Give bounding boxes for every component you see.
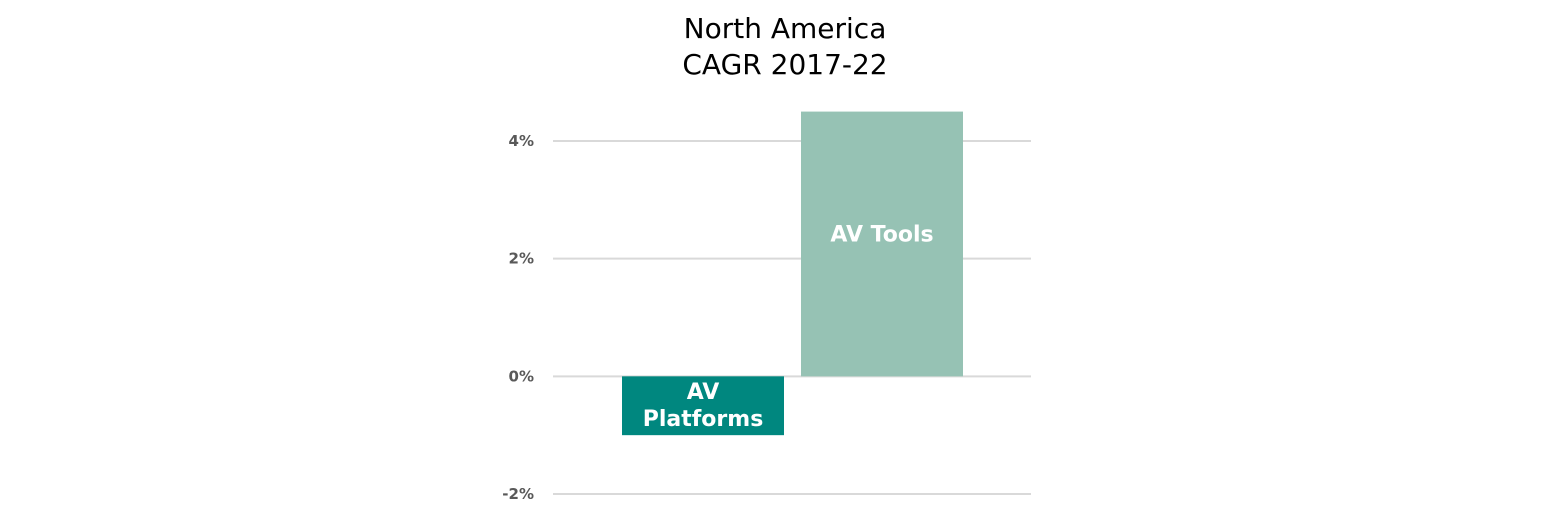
chart-title-line-1: North America bbox=[684, 12, 887, 45]
bar-label: Platforms bbox=[643, 407, 764, 432]
y-tick-label: 4% bbox=[509, 132, 534, 150]
y-tick-label: 2% bbox=[509, 250, 534, 268]
bar-av-tools bbox=[801, 111, 963, 377]
bar-label: AV Tools bbox=[830, 222, 933, 247]
bar-av-platforms bbox=[622, 376, 784, 436]
chart-title-line-2: CAGR 2017-22 bbox=[682, 48, 887, 81]
bar-label: AV bbox=[687, 380, 720, 405]
bars bbox=[622, 111, 963, 436]
y-axis-tick-labels: -2% 0% 2% 4% bbox=[502, 132, 534, 503]
y-tick-label: -2% bbox=[502, 485, 534, 503]
y-tick-label: 0% bbox=[509, 367, 534, 385]
